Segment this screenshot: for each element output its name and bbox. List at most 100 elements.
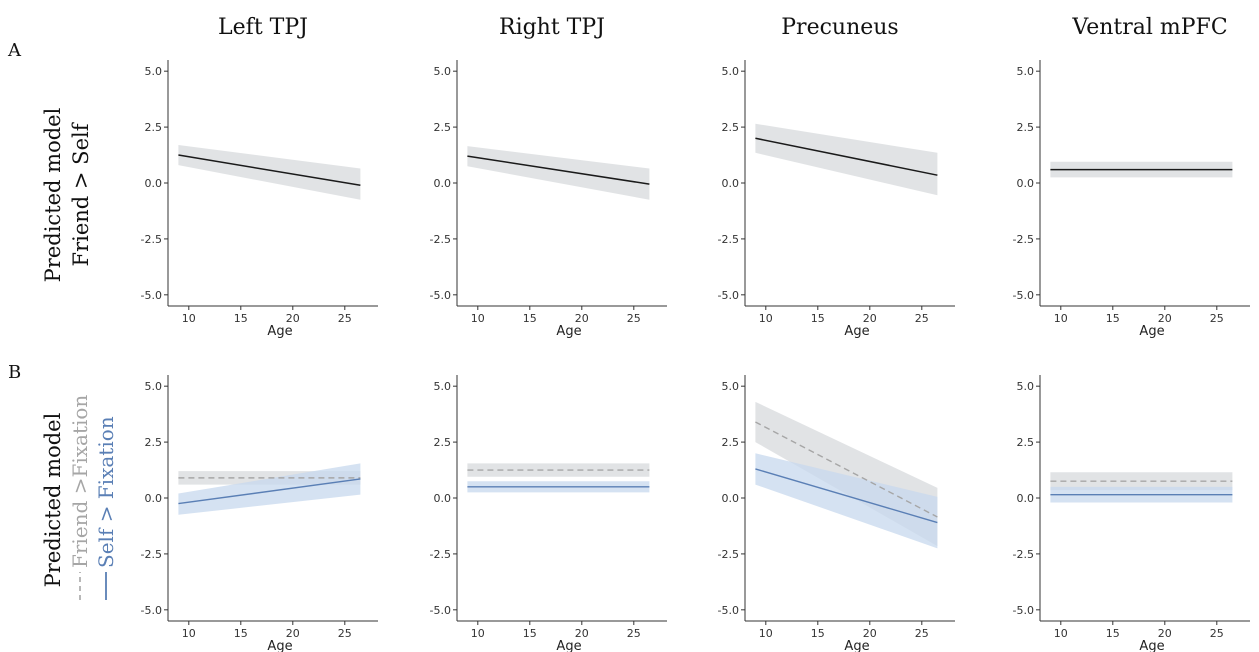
series-line-blue bbox=[755, 468, 938, 524]
y-tick-label: 0.0 bbox=[1017, 492, 1035, 505]
panel-a-precuneus: 5.0 2.5 0.0 -2.5 -5.0 10 15 20 25 Age bbox=[718, 60, 955, 339]
x-tick-label: 25 bbox=[338, 312, 352, 325]
y-tick-label: 0.0 bbox=[434, 492, 452, 505]
y-tick-label: -2.5 bbox=[141, 233, 162, 246]
x-tick-label: 10 bbox=[182, 627, 196, 640]
y-tick-label: -2.5 bbox=[718, 548, 739, 561]
x-tick-label: 25 bbox=[338, 627, 352, 640]
panel-a-ventral-mpfc: 5.0 2.5 0.0 -2.5 -5.0 10 15 20 25 Age bbox=[1013, 60, 1250, 339]
y-tick-label: 2.5 bbox=[1017, 121, 1035, 134]
x-tick-label: 15 bbox=[523, 312, 537, 325]
x-axis-label: Age bbox=[1139, 324, 1164, 339]
panel-b-left-tpj: 5.0 2.5 0.0 -2.5 -5.0 10 15 20 25 Age bbox=[141, 375, 378, 652]
y-tick-label: 0.0 bbox=[1017, 177, 1035, 190]
x-tick-label: 10 bbox=[471, 312, 485, 325]
y-tick-label: 0.0 bbox=[722, 492, 740, 505]
y-tick-label: 5.0 bbox=[1017, 65, 1035, 78]
column-title-right-tpj: Right TPJ bbox=[499, 15, 605, 40]
y-tick-label: -2.5 bbox=[141, 548, 162, 561]
y-tick-label: 5.0 bbox=[145, 380, 163, 393]
x-tick-label: 25 bbox=[915, 627, 929, 640]
y-tick-label: 2.5 bbox=[434, 121, 452, 134]
x-tick-label: 15 bbox=[234, 312, 248, 325]
y-tick-label: -2.5 bbox=[718, 233, 739, 246]
y-tick-label: -5.0 bbox=[141, 289, 162, 302]
row-a-label-line1: Predicted model bbox=[41, 107, 65, 282]
panel-a-left-tpj: 5.0 2.5 0.0 -2.5 -5.0 10 15 20 25 Age bbox=[141, 60, 378, 339]
row-a-label-line2: Friend > Self bbox=[69, 121, 93, 266]
y-tick-label: 5.0 bbox=[145, 65, 163, 78]
x-tick-label: 20 bbox=[863, 312, 877, 325]
panel-b-ventral-mpfc: 5.0 2.5 0.0 -2.5 -5.0 10 15 20 25 Age bbox=[1013, 375, 1250, 652]
panel-b-precuneus: 5.0 2.5 0.0 -2.5 -5.0 10 15 20 25 Age bbox=[718, 375, 955, 652]
ci-band-blue bbox=[178, 463, 361, 515]
x-tick-label: 20 bbox=[575, 627, 589, 640]
x-tick-label: 15 bbox=[811, 312, 825, 325]
y-tick-label: 5.0 bbox=[722, 380, 740, 393]
y-tick-label: 2.5 bbox=[434, 436, 452, 449]
legend-self-label: Self > Fixation bbox=[94, 416, 118, 568]
y-tick-label: 0.0 bbox=[722, 177, 740, 190]
x-tick-label: 20 bbox=[286, 627, 300, 640]
x-axis-label: Age bbox=[556, 639, 581, 652]
y-tick-label: -5.0 bbox=[718, 604, 739, 617]
x-tick-label: 10 bbox=[759, 627, 773, 640]
legend-friend-label: Friend >Fixation bbox=[68, 395, 92, 568]
y-tick-label: 5.0 bbox=[1017, 380, 1035, 393]
x-tick-label: 20 bbox=[863, 627, 877, 640]
x-tick-label: 10 bbox=[759, 312, 773, 325]
series-line-blue bbox=[178, 478, 361, 505]
x-tick-label: 20 bbox=[1158, 312, 1172, 325]
x-tick-label: 20 bbox=[286, 312, 300, 325]
y-tick-label: -5.0 bbox=[141, 604, 162, 617]
row-a-label: Predicted model Friend > Self bbox=[41, 107, 93, 282]
x-tick-label: 15 bbox=[523, 627, 537, 640]
x-tick-label: 20 bbox=[1158, 627, 1172, 640]
y-tick-label: 0.0 bbox=[145, 177, 163, 190]
column-title-precuneus: Precuneus bbox=[781, 15, 898, 40]
panel-label-b: B bbox=[8, 362, 21, 383]
ci-band-black bbox=[755, 123, 938, 196]
y-tick-label: -5.0 bbox=[1013, 604, 1034, 617]
x-tick-label: 25 bbox=[1210, 627, 1224, 640]
column-title-left-tpj: Left TPJ bbox=[218, 15, 308, 40]
y-tick-label: -5.0 bbox=[430, 604, 451, 617]
row-b-label: Predicted model Friend >Fixation Self > … bbox=[41, 395, 118, 600]
panel-b-right-tpj: 5.0 2.5 0.0 -2.5 -5.0 10 15 20 25 Age bbox=[430, 375, 667, 652]
ci-band-blue bbox=[755, 453, 938, 549]
y-tick-label: 2.5 bbox=[722, 436, 740, 449]
y-tick-label: -5.0 bbox=[430, 289, 451, 302]
x-tick-label: 15 bbox=[1106, 312, 1120, 325]
y-tick-label: 5.0 bbox=[722, 65, 740, 78]
x-tick-label: 15 bbox=[234, 627, 248, 640]
x-axis-label: Age bbox=[267, 324, 292, 339]
x-tick-label: 10 bbox=[182, 312, 196, 325]
series-line-gray bbox=[755, 421, 938, 518]
x-tick-label: 15 bbox=[811, 627, 825, 640]
y-tick-label: 0.0 bbox=[145, 492, 163, 505]
y-tick-label: 2.5 bbox=[145, 121, 163, 134]
panel-a-right-tpj: 5.0 2.5 0.0 -2.5 -5.0 10 15 20 25 Age bbox=[430, 60, 667, 339]
x-tick-label: 20 bbox=[575, 312, 589, 325]
x-tick-label: 15 bbox=[1106, 627, 1120, 640]
y-tick-label: -2.5 bbox=[1013, 233, 1034, 246]
ci-band-black bbox=[178, 144, 361, 200]
x-tick-label: 25 bbox=[915, 312, 929, 325]
y-tick-label: 2.5 bbox=[145, 436, 163, 449]
x-axis-label: Age bbox=[844, 324, 869, 339]
y-tick-label: 5.0 bbox=[434, 65, 452, 78]
ci-band-black bbox=[467, 146, 650, 200]
series-line-black bbox=[755, 137, 938, 176]
x-tick-label: 10 bbox=[1054, 627, 1068, 640]
y-tick-label: 2.5 bbox=[722, 121, 740, 134]
series-line-black bbox=[467, 155, 650, 185]
y-tick-label: -2.5 bbox=[1013, 548, 1034, 561]
x-tick-label: 25 bbox=[627, 312, 641, 325]
x-tick-label: 10 bbox=[471, 627, 485, 640]
series-line-black bbox=[178, 154, 361, 186]
x-axis-label: Age bbox=[267, 639, 292, 652]
x-tick-label: 25 bbox=[627, 627, 641, 640]
x-axis-label: Age bbox=[1139, 639, 1164, 652]
y-tick-label: 0.0 bbox=[434, 177, 452, 190]
